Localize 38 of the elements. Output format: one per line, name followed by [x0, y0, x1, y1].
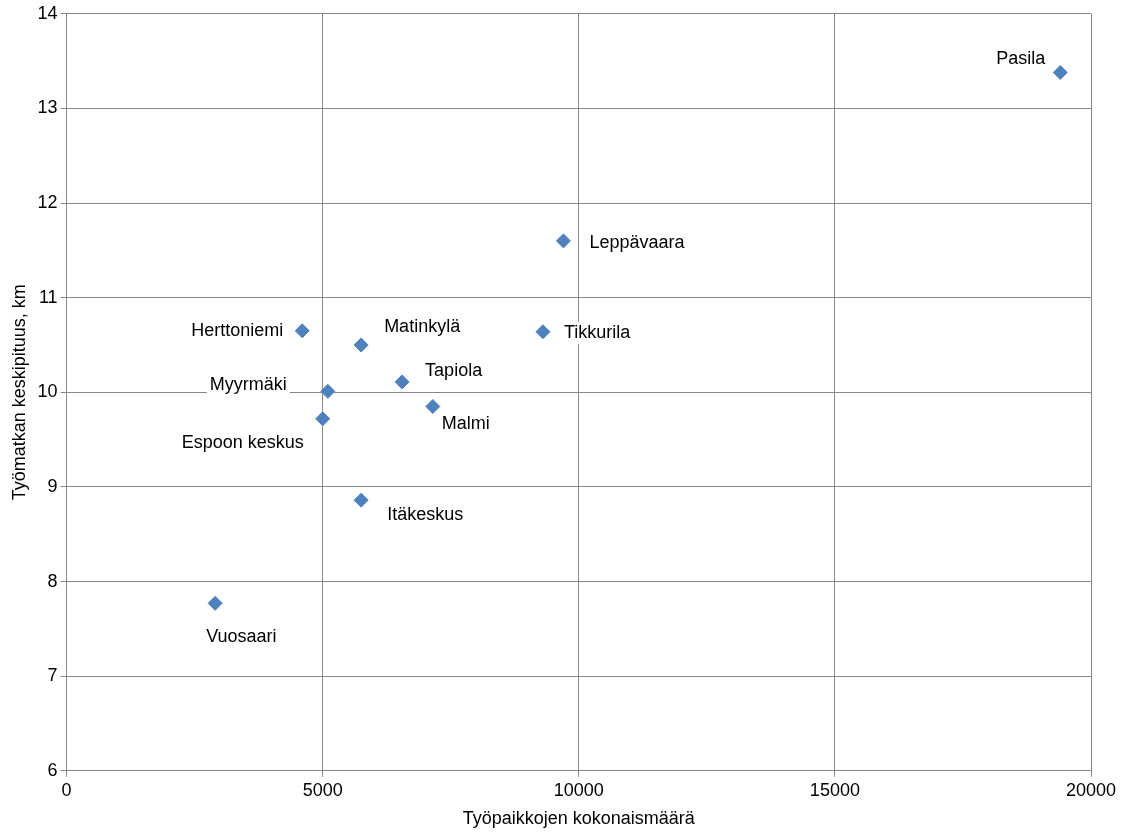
y-tick-label: 7 [47, 665, 58, 686]
point [294, 323, 310, 339]
y-tick-label: 11 [38, 286, 58, 307]
y-tick-label: 10 [37, 381, 58, 402]
point [353, 492, 369, 508]
annotation: Tikkurila [563, 321, 632, 342]
x-tick-label: 15000 [809, 779, 860, 800]
y-tick-label: 14 [37, 2, 58, 23]
annotation: Malmi [441, 413, 490, 434]
y-tick-label: 13 [37, 97, 58, 118]
annotation: Tapiola [425, 359, 484, 380]
x-tick-label: 0 [61, 779, 72, 800]
annotation: Matinkylä [384, 315, 462, 336]
point [207, 595, 223, 611]
point [315, 411, 331, 427]
x-tick-label: 5000 [302, 779, 343, 800]
point [1052, 64, 1068, 80]
x-tick-label: 10000 [553, 779, 604, 800]
annotation: Leppävaara [589, 231, 686, 252]
point [394, 374, 410, 390]
x-axis-title: Työpaikkojen kokonaismäärä [462, 808, 696, 829]
point [320, 383, 336, 399]
annotation: Herttoniemi [191, 319, 284, 340]
point [535, 324, 551, 340]
annotation: Pasila [996, 48, 1047, 69]
y-tick-label: 12 [37, 192, 58, 213]
y-tick-label: 6 [47, 759, 58, 780]
annotation: Itäkeskus [387, 504, 464, 525]
annotation: Espoon keskus [181, 431, 304, 452]
annotation: Vuosaari [206, 626, 277, 647]
point [425, 398, 441, 414]
y-tick-label: 9 [47, 475, 58, 496]
point [555, 233, 571, 249]
y-axis-title: Työmatkan keskipituus, km [8, 284, 29, 501]
annotation: Myyrmäki [209, 374, 287, 395]
y-tick-label: 8 [47, 570, 58, 591]
point [353, 337, 369, 353]
x-tick-label: 20000 [1065, 779, 1117, 800]
